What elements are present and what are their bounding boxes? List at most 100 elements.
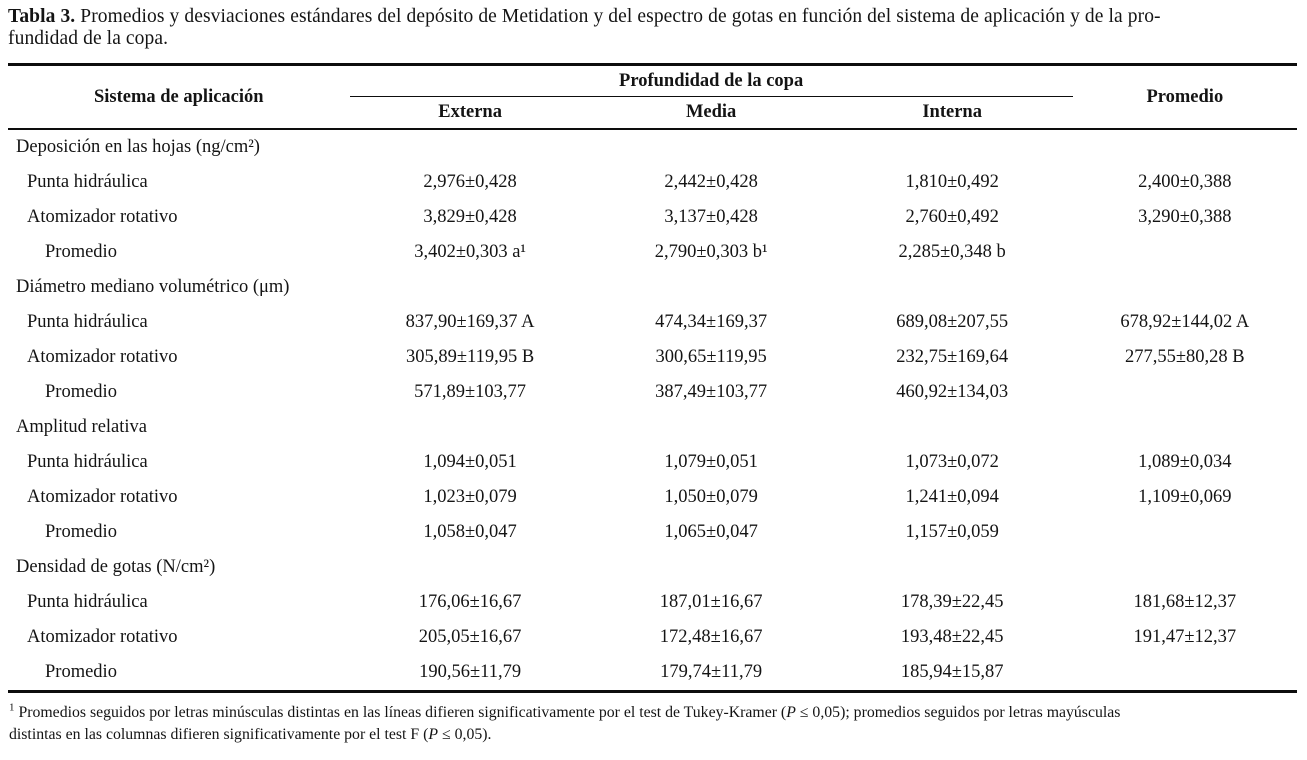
cell-media: 2,442±0,428 <box>664 172 758 192</box>
table-caption: Tabla 3. Promedios y desviaciones estánd… <box>8 6 1297 50</box>
section-header-diametro: Diámetro mediano volumétrico (μm) <box>16 277 290 297</box>
row-label: Atomizador rotativo <box>27 487 178 507</box>
cell-externa: 571,89±103,77 <box>414 382 527 402</box>
cell-externa: 3,402±0,303 a¹ <box>414 242 526 262</box>
section-row-amplitud: Amplitud relativa <box>8 410 1297 445</box>
footnote: 1 Promedios seguidos por letras minúscul… <box>8 702 1297 746</box>
table-row: Atomizador rotativo 3,829±0,428 3,137±0,… <box>8 200 1297 235</box>
cell-externa: 176,06±16,67 <box>418 592 522 612</box>
section-header-deposicion: Deposición en las hojas (ng/cm²) <box>16 137 260 157</box>
cell-interna: 689,08±207,55 <box>896 312 1009 332</box>
row-label: Atomizador rotativo <box>27 207 178 227</box>
cell-media: 1,065±0,047 <box>664 522 758 542</box>
data-table: Sistema de aplicación Profundidad de la … <box>8 63 1297 693</box>
row-label: Punta hidráulica <box>27 172 148 192</box>
cell-interna: 185,94±15,87 <box>900 662 1004 682</box>
header-profundidad-copa: Profundidad de la copa <box>349 64 1073 97</box>
cell-interna: 178,39±22,45 <box>900 592 1004 612</box>
cell-media: 179,74±11,79 <box>660 662 763 682</box>
section-header-densidad: Densidad de gotas (N/cm²) <box>16 557 216 577</box>
cell-media: 474,34±169,37 <box>655 312 768 332</box>
cell-promedio <box>1073 515 1297 550</box>
cell-externa: 1,023±0,079 <box>423 487 517 507</box>
cell-media: 1,050±0,079 <box>664 487 758 507</box>
table-row: Punta hidráulica 837,90±169,37 A 474,34±… <box>8 305 1297 340</box>
cell-interna: 1,073±0,072 <box>905 452 999 472</box>
section-row-deposicion: Deposición en las hojas (ng/cm²) <box>8 129 1297 165</box>
cell-externa: 1,058±0,047 <box>423 522 517 542</box>
header-sistema-aplicacion: Sistema de aplicación <box>8 64 350 130</box>
table-row: Promedio 1,058±0,047 1,065±0,047 1,157±0… <box>8 515 1297 550</box>
caption-line-1: Tabla 3. Promedios y desviaciones estánd… <box>8 6 1297 28</box>
section-row-diametro: Diámetro mediano volumétrico (μm) <box>8 270 1297 305</box>
footnote-text: ≤ 0,05); promedios seguidos por letras m… <box>795 704 1121 721</box>
footnote-text: ≤ 0,05). <box>438 726 492 743</box>
footnote-p-italic: P <box>428 726 439 743</box>
cell-promedio <box>1073 375 1297 410</box>
cell-media: 2,790±0,303 b¹ <box>654 242 768 262</box>
cell-interna: 1,810±0,492 <box>905 172 999 192</box>
row-label: Punta hidráulica <box>27 312 148 332</box>
table-row: Atomizador rotativo 305,89±119,95 B 300,… <box>8 340 1297 375</box>
section-header-amplitud: Amplitud relativa <box>16 417 148 437</box>
table-row: Punta hidráulica 2,976±0,428 2,442±0,428… <box>8 165 1297 200</box>
cell-interna: 232,75±169,64 <box>896 347 1009 367</box>
cell-interna: 1,241±0,094 <box>905 487 999 507</box>
cell-promedio: 3,290±0,388 <box>1138 207 1232 227</box>
row-label: Promedio <box>45 522 117 542</box>
row-label: Punta hidráulica <box>27 592 148 612</box>
cell-externa: 305,89±119,95 B <box>406 347 535 367</box>
cell-interna: 1,157±0,059 <box>905 522 999 542</box>
cell-promedio: 191,47±12,37 <box>1133 627 1237 647</box>
cell-media: 300,65±119,95 <box>655 347 767 367</box>
header-row-1: Sistema de aplicación Profundidad de la … <box>8 64 1297 130</box>
cell-interna: 2,285±0,348 b <box>898 242 1006 262</box>
header-promedio: Promedio <box>1072 64 1297 130</box>
row-label: Promedio <box>45 382 117 402</box>
section-row-densidad: Densidad de gotas (N/cm²) <box>8 550 1297 585</box>
table-row: Punta hidráulica 1,094±0,051 1,079±0,051… <box>8 445 1297 480</box>
table-body: Deposición en las hojas (ng/cm²) Punta h… <box>8 129 1297 692</box>
cell-externa: 205,05±16,67 <box>418 627 522 647</box>
cell-media: 187,01±16,67 <box>659 592 763 612</box>
cell-promedio: 678,92±144,02 A <box>1120 312 1250 332</box>
row-label: Atomizador rotativo <box>27 627 178 647</box>
footnote-marker: 1 <box>9 701 15 714</box>
cell-promedio: 277,55±80,28 B <box>1125 347 1245 367</box>
cell-media: 3,137±0,428 <box>664 207 758 227</box>
cell-media: 387,49±103,77 <box>655 382 768 402</box>
caption-line-2: fundidad de la copa. <box>8 28 169 49</box>
footnote-line-2: distintas en las columnas difieren signi… <box>9 724 1297 746</box>
table-row: Atomizador rotativo 1,023±0,079 1,050±0,… <box>8 480 1297 515</box>
cell-externa: 1,094±0,051 <box>423 452 517 472</box>
caption-text-1: Promedios y desviaciones estándares del … <box>80 6 1161 27</box>
subheader-interna: Interna <box>831 96 1073 130</box>
subheader-media: Media <box>590 96 832 130</box>
footnote-text: distintas en las columnas difieren signi… <box>9 726 429 743</box>
row-label: Atomizador rotativo <box>27 347 178 367</box>
table-row: Promedio 190,56±11,79 179,74±11,79 185,9… <box>8 655 1297 692</box>
cell-media: 1,079±0,051 <box>664 452 758 472</box>
cell-externa: 190,56±11,79 <box>419 662 522 682</box>
header-row-2: Externa Media Interna <box>8 96 1297 130</box>
cell-media: 172,48±16,67 <box>659 627 763 647</box>
table-row: Punta hidráulica 176,06±16,67 187,01±16,… <box>8 585 1297 620</box>
table-header: Sistema de aplicación Profundidad de la … <box>8 64 1297 130</box>
cell-promedio: 2,400±0,388 <box>1138 172 1232 192</box>
footnote-p-italic: P <box>786 704 796 721</box>
cell-promedio: 1,089±0,034 <box>1138 452 1232 472</box>
subheader-externa: Externa <box>349 96 591 130</box>
table-row: Promedio 3,402±0,303 a¹ 2,790±0,303 b¹ 2… <box>8 235 1297 270</box>
row-label: Promedio <box>45 662 117 682</box>
cell-externa: 837,90±169,37 A <box>405 312 535 332</box>
cell-promedio <box>1073 235 1297 270</box>
cell-interna: 2,760±0,492 <box>905 207 999 227</box>
row-label: Promedio <box>45 242 117 262</box>
footnote-line-1: 1 Promedios seguidos por letras minúscul… <box>9 702 1297 724</box>
cell-interna: 460,92±134,03 <box>896 382 1009 402</box>
row-label: Punta hidráulica <box>27 452 148 472</box>
cell-promedio: 1,109±0,069 <box>1138 487 1232 507</box>
table-row: Promedio 571,89±103,77 387,49±103,77 460… <box>8 375 1297 410</box>
footnote-text: Promedios seguidos por letras minúsculas… <box>18 704 787 721</box>
